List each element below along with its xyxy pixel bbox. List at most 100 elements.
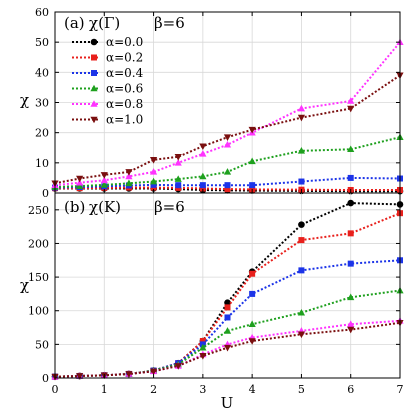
y-tick-label: 250 (28, 204, 49, 217)
series-3 (51, 133, 404, 190)
y-tick-label: 150 (28, 271, 49, 284)
y-tick-label: 60 (35, 6, 49, 19)
data-point (248, 126, 256, 134)
panel-a-label: (a) (64, 14, 85, 32)
y-tick-label: 50 (35, 338, 49, 351)
data-point (199, 185, 206, 192)
legend-marker (90, 84, 98, 92)
data-point (199, 172, 207, 180)
data-point (347, 230, 354, 237)
legend-item: α=1.0 (72, 113, 143, 127)
series-line (54, 321, 401, 378)
legend-marker (90, 116, 98, 124)
x-tick-label: 5 (298, 383, 305, 396)
data-point (347, 105, 355, 113)
legend-item: α=0.0 (72, 35, 143, 49)
x-axis-label: U (221, 394, 234, 412)
x-tick-label: 0 (52, 383, 59, 396)
data-point (125, 172, 133, 180)
legend-marker (90, 100, 98, 107)
panel-b-frame (54, 192, 401, 379)
data-point (347, 97, 355, 104)
data-point (248, 157, 256, 165)
data-point (150, 181, 157, 188)
y-tick-label: 200 (28, 237, 49, 250)
legend-marker (90, 38, 98, 46)
y-tick-label: 0 (42, 187, 49, 200)
data-point (100, 181, 108, 188)
panel-b-label: (b) (64, 198, 85, 216)
legend-item: α=0.4 (72, 66, 144, 80)
series-line (54, 136, 401, 188)
data-point (174, 159, 182, 166)
y-tick-label: 20 (35, 127, 49, 140)
data-point (249, 270, 256, 277)
panel-a-y-ticks: 0 10 20 30 40 50 60 (35, 6, 400, 200)
legend-label: α=0.6 (106, 82, 143, 96)
data-point (199, 182, 206, 189)
panel-b-x-ticks: 0 1 2 3 4 5 6 7 (52, 12, 404, 396)
data-point (100, 172, 108, 179)
data-point (100, 176, 108, 184)
data-point (125, 179, 133, 187)
data-point (224, 314, 231, 321)
legend-label: α=0.4 (106, 66, 144, 80)
legend-marker (91, 54, 97, 61)
data-point (249, 290, 256, 297)
data-point (174, 363, 182, 370)
data-point (199, 343, 207, 351)
data-point (347, 174, 354, 181)
y-tick-label: 0 (42, 372, 49, 385)
data-point (174, 154, 182, 161)
panel-b-beta: β=6 (154, 198, 185, 216)
data-point (298, 237, 305, 244)
panel-b-title: χ(K) (89, 198, 121, 216)
data-point (248, 338, 256, 345)
x-tick-label: 1 (101, 383, 108, 396)
data-point (347, 293, 355, 301)
data-point (149, 168, 158, 175)
data-point (347, 320, 355, 327)
legend-label: α=0.0 (106, 35, 143, 49)
x-tick-label: 2 (150, 383, 157, 396)
data-point (199, 338, 206, 344)
data-point (297, 308, 306, 316)
data-point (298, 221, 305, 228)
x-tick-label: 4 (249, 383, 256, 396)
data-point (297, 331, 306, 339)
data-point (76, 175, 84, 183)
legend-item: α=0.8 (72, 97, 143, 111)
data-point (199, 149, 207, 157)
y-tick-label: 30 (35, 97, 49, 110)
data-point (149, 177, 158, 185)
series-line (54, 74, 401, 185)
y-tick-label: 100 (28, 305, 49, 318)
panel-b-series (51, 199, 404, 381)
data-point (248, 320, 256, 327)
data-point (347, 326, 355, 334)
data-point (174, 175, 182, 182)
data-point (249, 182, 256, 189)
legend-item: α=0.2 (72, 51, 143, 65)
data-point (224, 186, 231, 193)
series-line (54, 41, 401, 187)
x-tick-label: 7 (397, 383, 404, 396)
data-point (224, 304, 231, 311)
data-point (175, 182, 182, 189)
data-point (224, 182, 231, 189)
series-line (54, 176, 401, 189)
data-point (298, 178, 305, 185)
legend-label: α=0.8 (106, 97, 143, 111)
panel-a-title: χ(Γ) (89, 14, 120, 32)
data-point (223, 134, 232, 141)
data-point (199, 353, 207, 360)
y-tick-label: 40 (35, 66, 49, 79)
legend-label: α=0.2 (106, 51, 143, 65)
data-point (199, 143, 207, 151)
panel-a-beta: β=6 (154, 14, 185, 32)
data-point (223, 140, 232, 148)
panel-b-y-ticks: 0 50 100 150 200 250 (28, 204, 400, 385)
data-point (223, 168, 232, 175)
